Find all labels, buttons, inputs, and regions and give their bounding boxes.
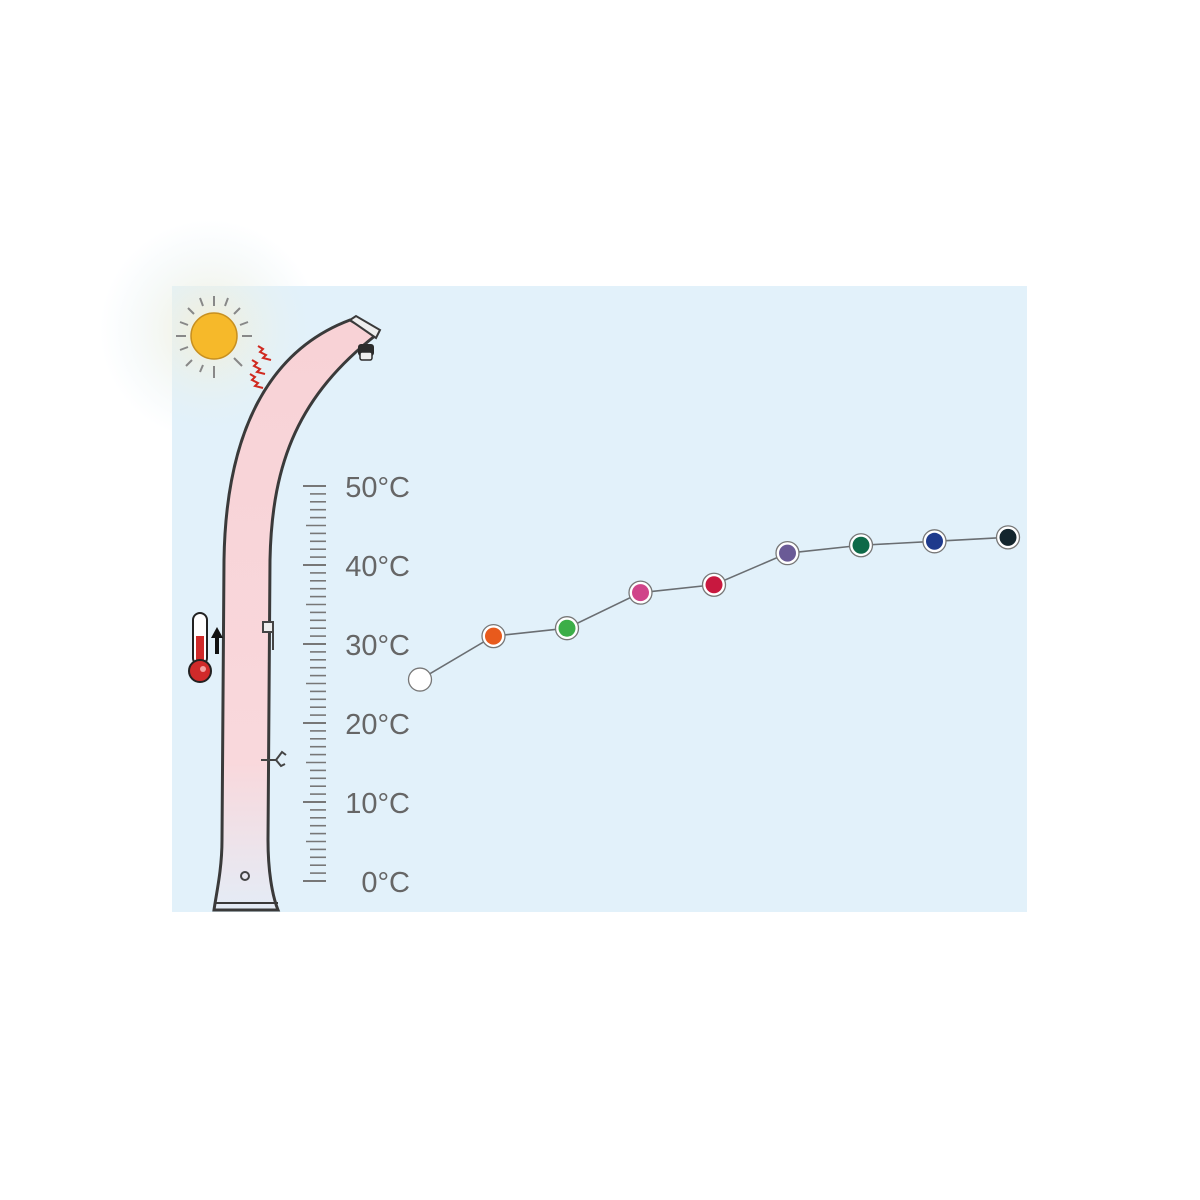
data-point <box>628 580 653 605</box>
shower-column <box>212 314 382 912</box>
data-point <box>554 616 580 641</box>
faucet-icon <box>261 621 287 768</box>
data-point <box>481 623 506 649</box>
heat-waves-icon <box>249 345 272 389</box>
data-point <box>701 572 727 597</box>
data-point <box>407 667 433 692</box>
sun-icon <box>176 296 252 378</box>
data-point <box>995 525 1021 550</box>
axis-tick-label: 50°C <box>345 472 410 504</box>
color-series <box>407 525 1021 692</box>
thermometer-icon <box>188 612 212 683</box>
data-point <box>775 541 800 566</box>
axis-tick-label: 10°C <box>345 788 410 820</box>
axis-tick-label: 40°C <box>345 551 410 583</box>
shower-head-icon <box>358 344 374 361</box>
axis-tick-label: 30°C <box>345 630 410 662</box>
axis-tick-label: 20°C <box>345 709 410 741</box>
temperature-axis: 0°C 10°C 20°C 30°C 40°C 50°C <box>303 472 410 899</box>
data-point <box>848 533 874 558</box>
arrow-up-icon <box>211 627 223 654</box>
axis-tick-label: 0°C <box>361 867 410 899</box>
data-point <box>922 529 947 554</box>
